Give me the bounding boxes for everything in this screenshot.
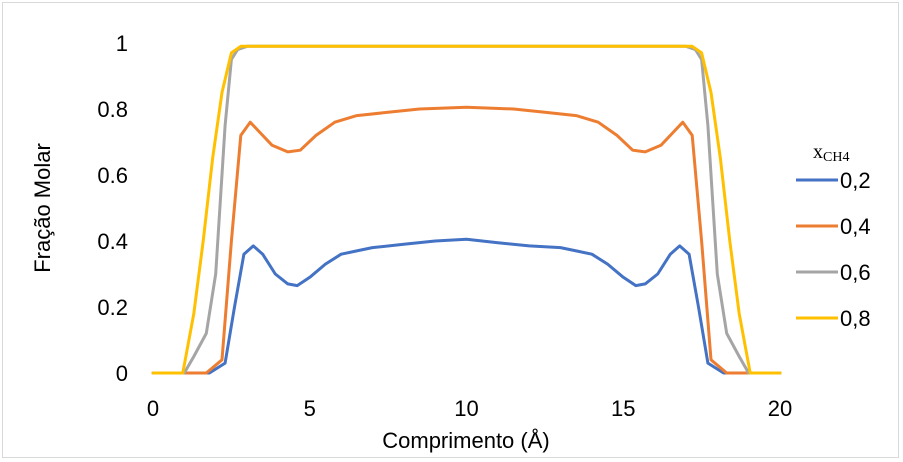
x-tick-label: 10 <box>454 396 478 421</box>
series-line-4 <box>151 44 782 375</box>
y-tick-label: 0.8 <box>97 97 128 122</box>
y-tick-label: 0.4 <box>97 229 128 254</box>
x-tick-label: 5 <box>304 396 316 421</box>
y-tick-label: 0.2 <box>97 295 128 320</box>
x-tick-label: 15 <box>611 396 635 421</box>
y-tick-label: 0.6 <box>97 163 128 188</box>
x-tick-label: 20 <box>768 396 792 421</box>
legend: 0,2 0,4 0,6 0,8 <box>796 168 871 331</box>
x-axis-ticks: 0 5 10 15 20 <box>147 396 792 421</box>
series-line-3 <box>151 44 782 375</box>
legend-label-1: 0,2 <box>840 168 871 193</box>
legend-label-3: 0,6 <box>840 260 871 285</box>
legend-title-main: x <box>813 141 823 163</box>
y-axis-title: Fração Molar <box>30 143 55 273</box>
y-axis-ticks: 0 0.2 0.4 0.6 0.8 1 <box>97 31 128 386</box>
x-tick-label: 0 <box>147 396 159 421</box>
y-tick-label: 1 <box>116 31 128 56</box>
x-axis-title: Comprimento (Å) <box>382 428 549 453</box>
series-line-2 <box>151 105 782 375</box>
legend-label-4: 0,8 <box>840 306 871 331</box>
legend-label-2: 0,4 <box>840 214 871 239</box>
series-line-1 <box>151 237 782 375</box>
y-tick-label: 0 <box>116 361 128 386</box>
legend-title-sub: CH4 <box>823 150 849 165</box>
plot-lines <box>151 44 782 375</box>
legend-title: xCH4 <box>813 141 849 165</box>
